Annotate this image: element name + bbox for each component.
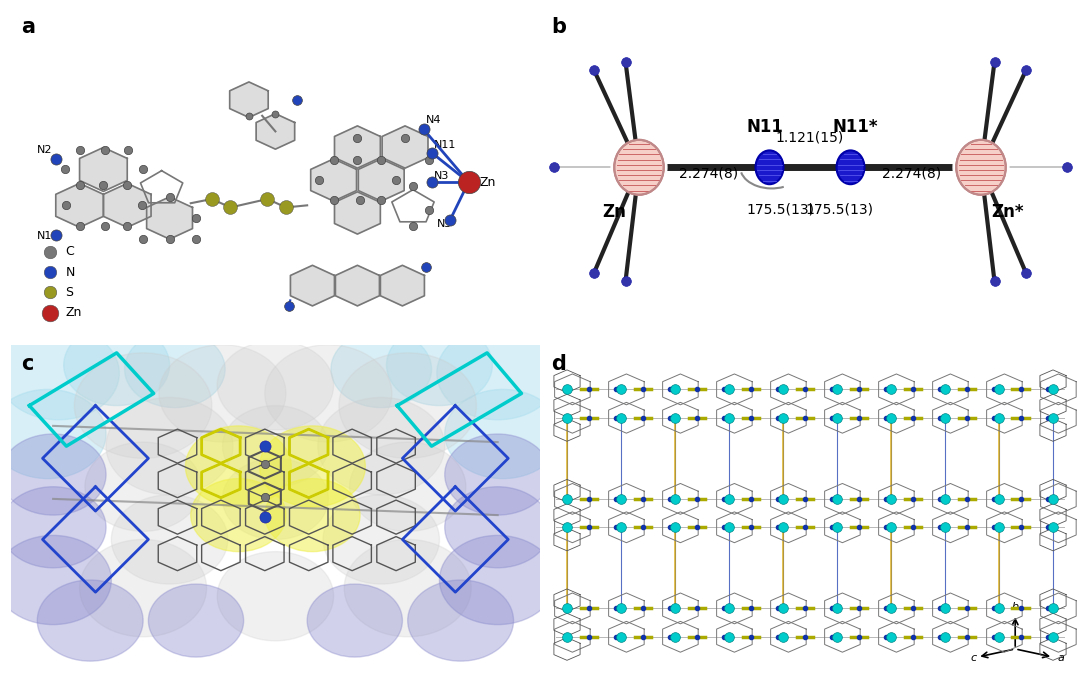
Ellipse shape — [756, 150, 783, 184]
Circle shape — [387, 324, 492, 406]
Text: C: C — [65, 245, 75, 258]
Text: Zn: Zn — [480, 176, 496, 189]
Text: b: b — [1012, 602, 1018, 612]
Text: N2: N2 — [37, 145, 53, 155]
Text: N1: N1 — [37, 231, 53, 241]
Circle shape — [148, 584, 244, 657]
Circle shape — [445, 389, 562, 479]
Polygon shape — [291, 265, 335, 306]
Polygon shape — [256, 114, 295, 149]
Circle shape — [345, 539, 471, 637]
Circle shape — [323, 495, 440, 584]
Text: c: c — [970, 653, 976, 663]
Circle shape — [64, 324, 170, 406]
Ellipse shape — [956, 140, 1005, 195]
Text: Zn*: Zn* — [991, 203, 1024, 221]
Circle shape — [85, 442, 201, 531]
Ellipse shape — [615, 140, 664, 195]
Text: Zn: Zn — [603, 203, 626, 221]
Text: N3: N3 — [434, 171, 449, 181]
Circle shape — [37, 580, 144, 661]
Circle shape — [440, 535, 556, 625]
Circle shape — [217, 341, 334, 430]
Circle shape — [259, 426, 365, 507]
Polygon shape — [80, 147, 127, 191]
Circle shape — [191, 479, 286, 552]
Polygon shape — [380, 265, 424, 306]
Text: 175.5(13): 175.5(13) — [806, 203, 874, 217]
Text: Zn: Zn — [65, 306, 82, 319]
Circle shape — [80, 539, 206, 637]
Circle shape — [75, 353, 212, 458]
Circle shape — [339, 353, 476, 458]
Circle shape — [0, 389, 106, 479]
Circle shape — [265, 345, 392, 442]
Text: N11: N11 — [434, 141, 457, 150]
Text: 2.274(8): 2.274(8) — [881, 167, 941, 181]
Circle shape — [265, 479, 360, 552]
Polygon shape — [56, 183, 104, 227]
Text: S: S — [65, 286, 73, 299]
Text: a: a — [22, 17, 36, 37]
Polygon shape — [335, 192, 380, 234]
Polygon shape — [311, 159, 356, 201]
Circle shape — [0, 535, 111, 625]
Text: 1.121(15): 1.121(15) — [775, 130, 845, 144]
Polygon shape — [336, 265, 379, 306]
Circle shape — [0, 327, 119, 420]
Polygon shape — [335, 126, 380, 168]
Text: d: d — [551, 354, 566, 375]
Circle shape — [159, 345, 286, 442]
Circle shape — [307, 584, 403, 657]
Circle shape — [954, 141, 1009, 193]
Text: 2.274(8): 2.274(8) — [679, 167, 739, 181]
Text: 175.5(13): 175.5(13) — [746, 203, 814, 217]
Circle shape — [611, 141, 667, 193]
Circle shape — [445, 487, 551, 568]
Ellipse shape — [837, 150, 864, 184]
Circle shape — [106, 397, 233, 495]
Circle shape — [330, 331, 432, 408]
Polygon shape — [147, 197, 192, 239]
Circle shape — [436, 327, 558, 420]
Circle shape — [124, 331, 225, 408]
Text: N11*: N11* — [833, 118, 878, 136]
Polygon shape — [230, 82, 268, 118]
Polygon shape — [104, 183, 151, 227]
Text: a: a — [1057, 653, 1064, 663]
Text: N4: N4 — [427, 115, 442, 125]
Circle shape — [0, 487, 106, 568]
Circle shape — [222, 406, 328, 487]
Circle shape — [217, 552, 334, 641]
Text: N11: N11 — [746, 118, 783, 136]
Circle shape — [318, 397, 445, 495]
Circle shape — [0, 434, 106, 515]
Polygon shape — [359, 159, 404, 201]
Text: b: b — [551, 17, 566, 37]
Text: c: c — [22, 354, 33, 375]
Circle shape — [408, 580, 514, 661]
Circle shape — [186, 426, 292, 507]
Text: N: N — [65, 266, 75, 279]
Circle shape — [445, 434, 551, 515]
Text: N5: N5 — [436, 219, 453, 229]
Circle shape — [222, 458, 328, 539]
Polygon shape — [382, 126, 428, 168]
Circle shape — [350, 442, 465, 531]
Circle shape — [111, 495, 228, 584]
